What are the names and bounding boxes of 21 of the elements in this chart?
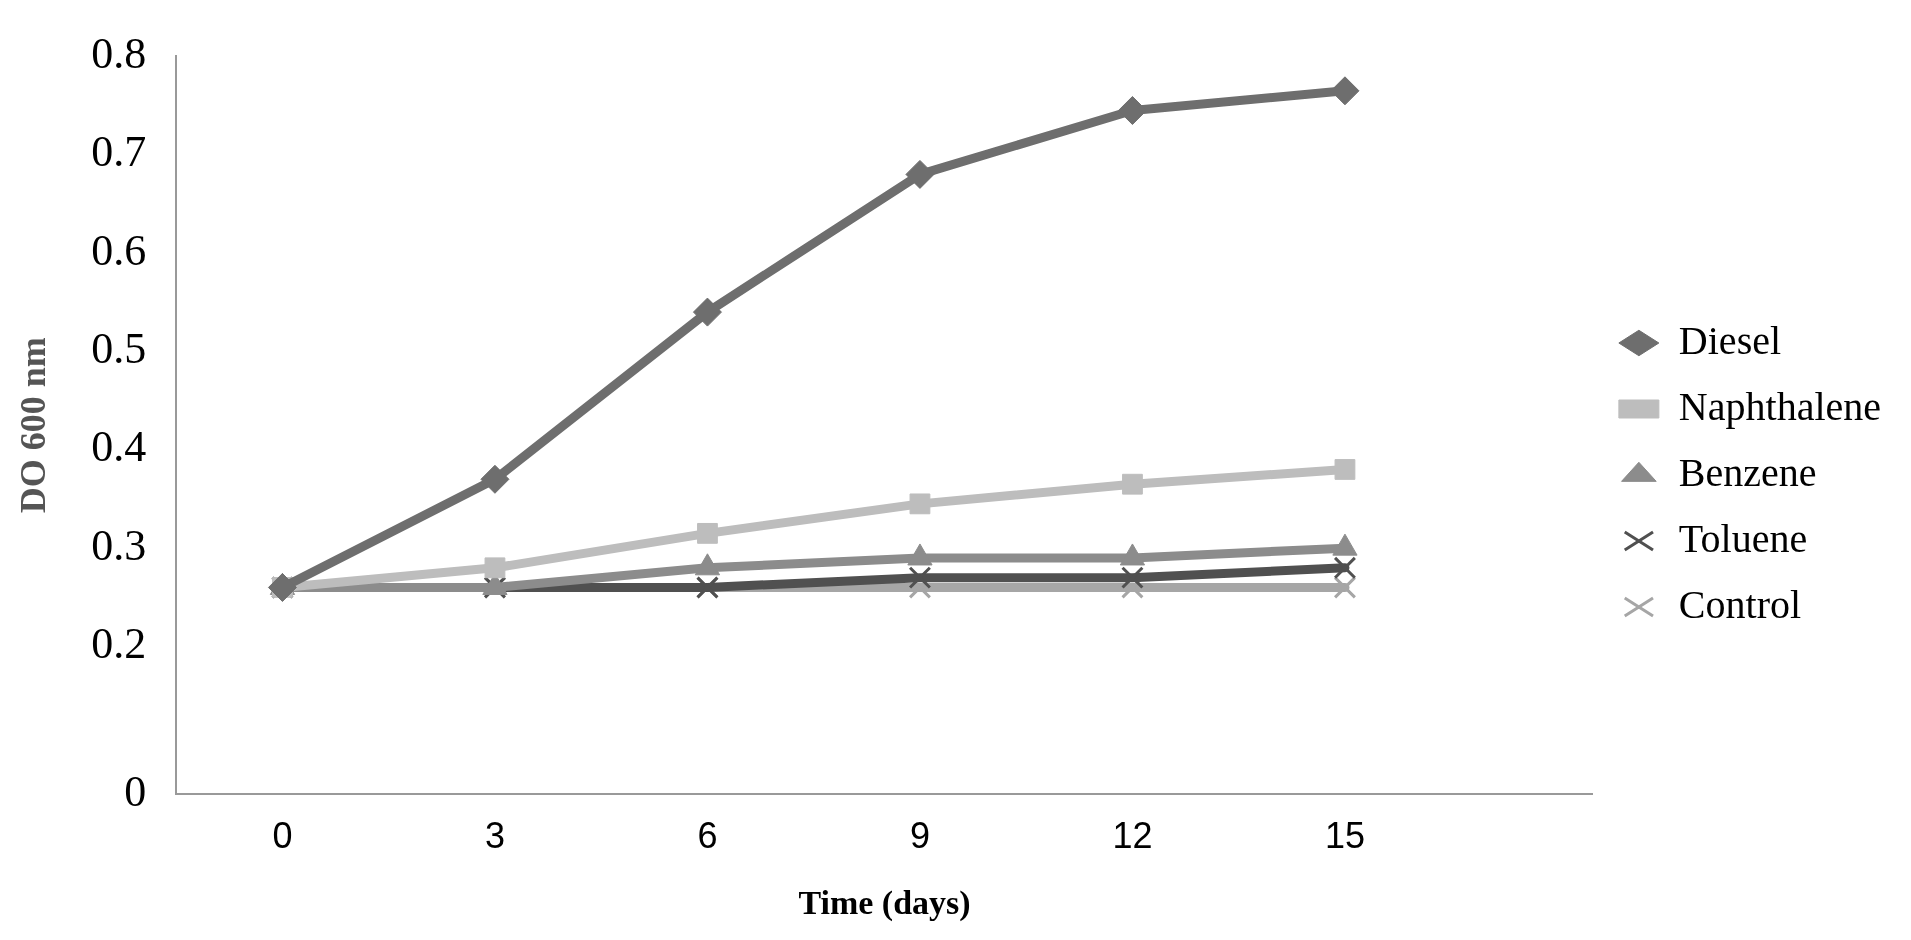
legend-label: Control	[1678, 581, 1802, 627]
legend-label: Toluene	[1678, 515, 1808, 561]
x-tick-label: 15	[1324, 814, 1365, 856]
y-tick-label: 0.3	[91, 520, 147, 570]
y-tick-label: 0.5	[91, 324, 147, 373]
legend-label: Benzene	[1678, 449, 1817, 495]
y-tick-label: 0.8	[91, 28, 147, 78]
x-tick-label: 12	[1112, 814, 1153, 856]
legend-label: Diesel	[1678, 317, 1782, 363]
x-tick-label: 6	[697, 814, 718, 856]
x-tick-label: 9	[909, 814, 930, 856]
y-axis-title: DO 600 nm	[12, 337, 53, 514]
y-tick-label: 0.6	[91, 225, 147, 275]
y-tick-label: 0.2	[91, 619, 147, 669]
y-tick-label: 0.7	[91, 127, 147, 177]
x-tick-label: 0	[272, 814, 293, 856]
x-tick-label: 3	[484, 814, 505, 856]
legend-label: Naphthalene	[1678, 383, 1882, 429]
x-axis-title: Time (days)	[798, 884, 971, 923]
y-tick-label: 0.4	[91, 422, 147, 472]
y-tick-label: 0	[124, 766, 147, 816]
